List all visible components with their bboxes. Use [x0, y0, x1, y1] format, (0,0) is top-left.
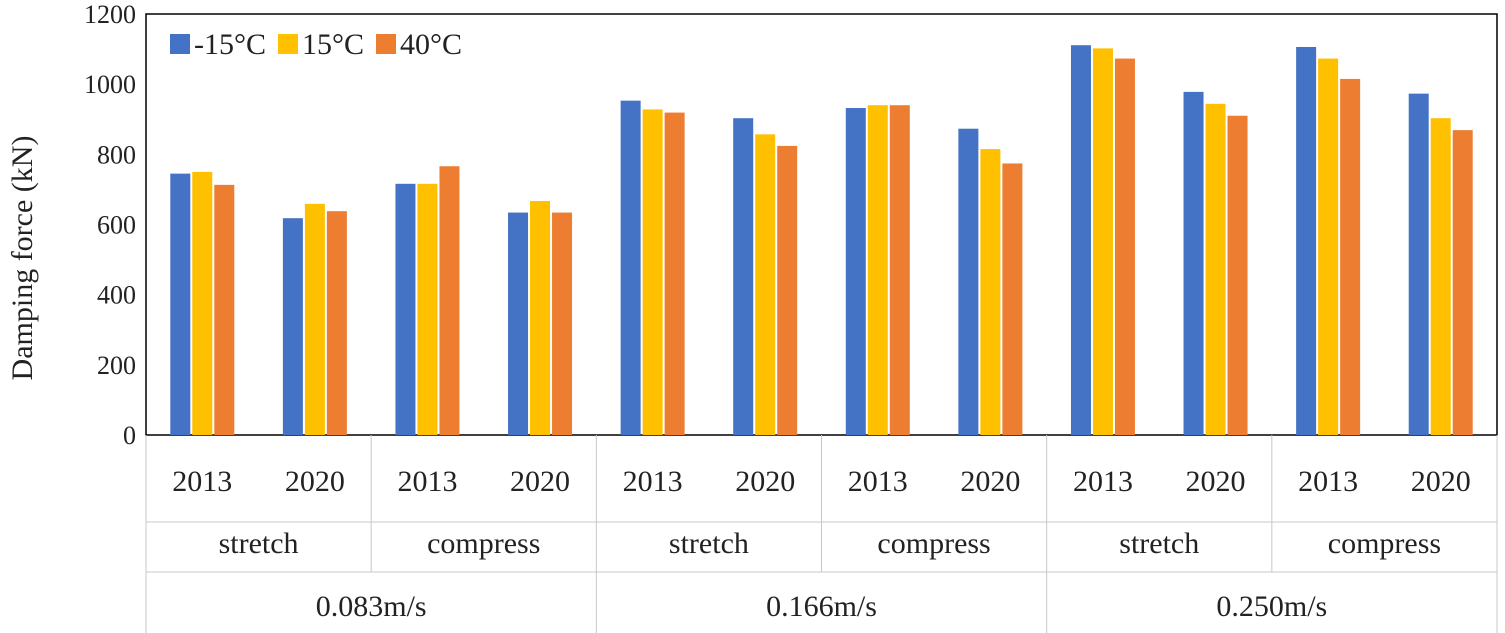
bar: [1430, 118, 1451, 435]
bar: [755, 134, 776, 436]
legend-label: 40°C: [400, 28, 462, 61]
bar: [1092, 48, 1113, 436]
x-tick-label-year: 2020: [285, 465, 345, 498]
y-tick-label: 600: [97, 211, 136, 240]
y-axis-label: Damping force (kN): [6, 136, 39, 381]
bar: [395, 183, 416, 435]
y-tick-label: 1000: [84, 70, 136, 99]
bar: [170, 173, 191, 436]
y-tick-label: 1200: [84, 0, 136, 29]
x-tick-label-year: 2013: [1298, 465, 1358, 498]
bar: [1408, 93, 1429, 436]
bar: [664, 112, 685, 435]
x-group-label-velocity: 0.166m/s: [766, 590, 877, 623]
bar: [214, 184, 235, 435]
bar: [1296, 46, 1317, 435]
x-tick-label-year: 2013: [1073, 465, 1133, 498]
legend-swatch: [170, 34, 190, 54]
bar: [282, 218, 303, 435]
x-tick-label-year: 2020: [960, 465, 1020, 498]
x-tick-label-year: 2020: [510, 465, 570, 498]
bar: [620, 100, 641, 436]
bar: [304, 203, 325, 435]
x-tick-label-year: 2013: [397, 465, 457, 498]
bar: [1227, 115, 1248, 435]
x-tick-label-year: 2020: [735, 465, 795, 498]
bar: [867, 105, 888, 435]
bar: [552, 212, 573, 435]
bar: [733, 118, 754, 435]
bar: [1002, 163, 1023, 435]
bar: [326, 211, 347, 435]
x-tick-label-year: 2013: [623, 465, 683, 498]
bar: [845, 108, 866, 436]
bar: [439, 166, 460, 436]
bar: [958, 128, 979, 435]
bar: [777, 145, 798, 435]
bar: [417, 183, 438, 435]
x-group-label-mode: compress: [427, 527, 540, 560]
bar: [642, 109, 663, 435]
legend-swatch: [278, 34, 298, 54]
plot-frame: [145, 13, 1498, 436]
x-tick-label-year: 2013: [848, 465, 908, 498]
y-tick-label: 0: [123, 421, 136, 450]
x-group-label-mode: compress: [1328, 527, 1441, 560]
legend-label: -15°C: [194, 28, 266, 61]
x-tick-label-year: 2013: [172, 465, 232, 498]
bar: [889, 105, 910, 435]
y-tick-label: 400: [97, 281, 136, 310]
bar: [980, 149, 1001, 435]
bar: [508, 212, 529, 435]
x-group-label-mode: stretch: [1119, 527, 1199, 560]
x-group-label-mode: stretch: [219, 527, 299, 560]
y-tick-label: 200: [97, 351, 136, 380]
bar: [1183, 91, 1204, 435]
x-group-label-mode: stretch: [669, 527, 749, 560]
bar: [1205, 103, 1226, 436]
x-group-label-mode: compress: [877, 527, 990, 560]
bar: [1318, 58, 1339, 435]
x-tick-label-year: 2020: [1186, 465, 1246, 498]
legend-label: 15°C: [302, 28, 364, 61]
bar: [1340, 78, 1361, 435]
x-group-label-velocity: 0.083m/s: [316, 590, 427, 623]
y-tick-label: 800: [97, 140, 136, 169]
x-tick-label-year: 2020: [1411, 465, 1471, 498]
legend-swatch: [376, 34, 397, 54]
bar: [530, 200, 551, 435]
x-group-label-velocity: 0.250m/s: [1216, 590, 1327, 623]
bar: [1452, 130, 1473, 435]
bar: [1114, 58, 1135, 435]
bar: [1070, 45, 1091, 435]
bar: [192, 171, 213, 435]
